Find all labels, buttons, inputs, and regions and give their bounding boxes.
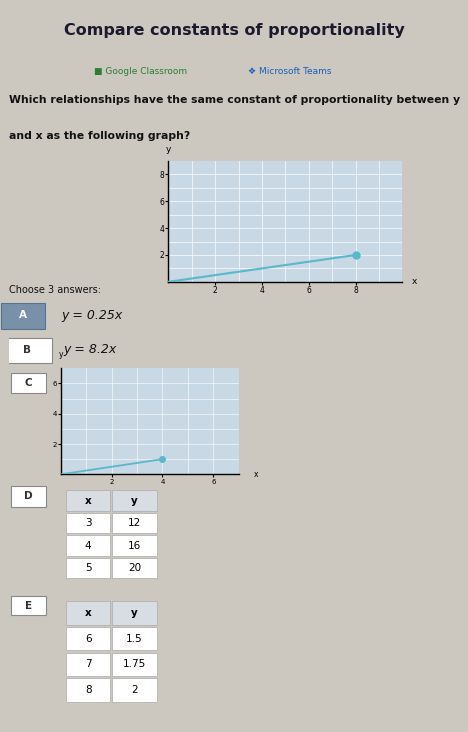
Bar (112, 535, 157, 556)
Bar (112, 601, 157, 624)
Text: x: x (254, 470, 258, 479)
Text: 2: 2 (131, 685, 138, 695)
Bar (66, 601, 110, 624)
Bar (66, 513, 110, 534)
Text: 16: 16 (128, 541, 141, 550)
Bar (112, 653, 157, 676)
Text: Choose 3 answers:: Choose 3 answers: (9, 285, 102, 295)
Text: y: y (58, 350, 63, 359)
FancyBboxPatch shape (1, 302, 45, 329)
Bar (112, 558, 157, 578)
Text: 8: 8 (85, 685, 91, 695)
Text: 20: 20 (128, 563, 141, 573)
Text: 4: 4 (85, 541, 91, 550)
Text: B: B (23, 345, 31, 355)
Text: 3: 3 (85, 518, 91, 528)
Text: y = 8.2x: y = 8.2x (63, 343, 117, 356)
Text: 1.75: 1.75 (123, 660, 146, 669)
Bar (112, 513, 157, 534)
Text: x: x (85, 608, 92, 618)
Bar (112, 679, 157, 702)
Text: ❖ Microsoft Teams: ❖ Microsoft Teams (249, 67, 332, 76)
FancyBboxPatch shape (11, 486, 45, 507)
FancyBboxPatch shape (3, 337, 52, 363)
Bar (112, 490, 157, 511)
Text: 12: 12 (128, 518, 141, 528)
Text: A: A (19, 310, 27, 321)
Text: y: y (131, 496, 138, 506)
Bar (66, 679, 110, 702)
Bar (66, 490, 110, 511)
FancyBboxPatch shape (11, 373, 45, 393)
Text: 5: 5 (85, 563, 91, 573)
Text: E: E (25, 601, 32, 610)
Text: y: y (131, 608, 138, 618)
Text: Compare constants of proportionality: Compare constants of proportionality (64, 23, 404, 38)
Bar (66, 535, 110, 556)
Text: ■ Google Classroom: ■ Google Classroom (94, 67, 187, 76)
Bar (66, 627, 110, 650)
Bar (66, 653, 110, 676)
Text: 1.5: 1.5 (126, 634, 143, 643)
Text: x: x (412, 277, 417, 286)
Text: 7: 7 (85, 660, 91, 669)
Text: C: C (24, 378, 32, 388)
Text: y = 0.25x: y = 0.25x (61, 309, 122, 322)
Text: Which relationships have the same constant of proportionality between y: Which relationships have the same consta… (9, 95, 461, 105)
Text: y: y (166, 146, 171, 154)
Text: x: x (85, 496, 92, 506)
Text: D: D (24, 491, 33, 501)
Text: and x as the following graph?: and x as the following graph? (9, 132, 190, 141)
Bar (66, 558, 110, 578)
Text: 6: 6 (85, 634, 91, 643)
Bar (112, 627, 157, 650)
FancyBboxPatch shape (11, 597, 45, 615)
